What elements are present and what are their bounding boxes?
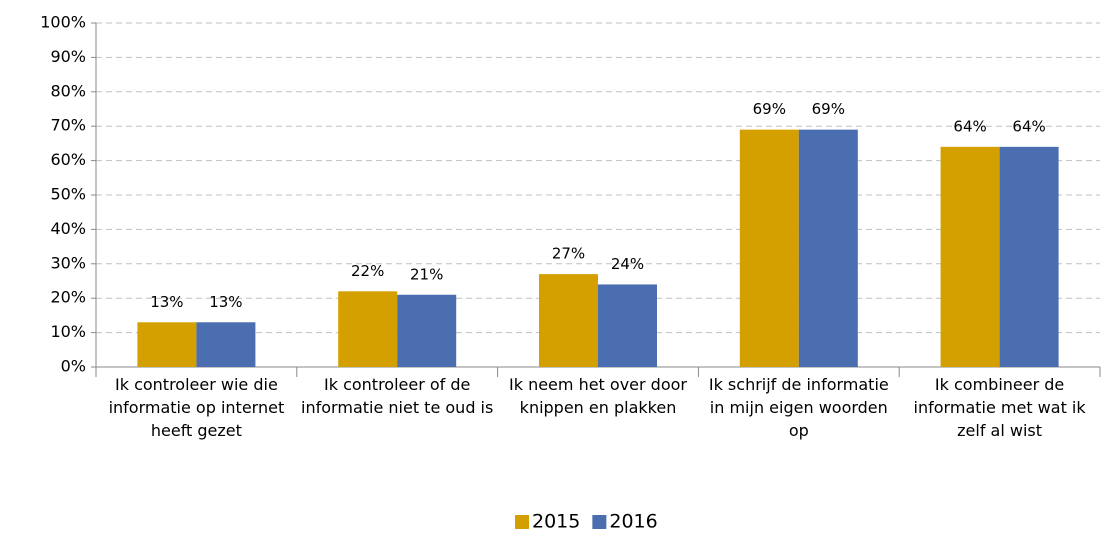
x-tick-label: Ik neem het over door knippen en plakken xyxy=(509,375,687,417)
bar xyxy=(196,322,256,367)
y-tick-label: 70% xyxy=(50,116,86,135)
y-tick-label: 90% xyxy=(50,47,86,66)
legend-swatch xyxy=(515,515,529,529)
value-label: 69% xyxy=(753,100,786,118)
value-label: 13% xyxy=(209,293,242,311)
y-tick-label: 50% xyxy=(50,185,86,204)
y-tick-label: 0% xyxy=(61,357,86,376)
x-tick-label: Ik combineer de informatie met wat ik zelf… xyxy=(914,375,1087,440)
bar xyxy=(739,129,799,367)
value-label: 69% xyxy=(812,100,845,118)
legend-label: 2016 xyxy=(609,511,657,533)
value-label: 13% xyxy=(150,293,183,311)
x-tick-label: Ik controleer wie die informatie op inter… xyxy=(109,375,285,440)
value-label: 21% xyxy=(410,265,443,283)
bar xyxy=(397,294,457,367)
y-tick-label: 10% xyxy=(50,322,86,341)
y-tick-label: 100% xyxy=(40,13,86,32)
y-tick-label: 20% xyxy=(50,288,86,307)
legend-label: 2015 xyxy=(532,511,580,533)
legend-swatch xyxy=(592,515,607,529)
bar xyxy=(798,129,858,367)
bar xyxy=(999,146,1059,367)
y-tick-label: 60% xyxy=(50,150,86,169)
value-label: 22% xyxy=(351,262,384,280)
bar xyxy=(539,274,598,367)
value-label: 64% xyxy=(1012,117,1045,135)
value-label: 27% xyxy=(552,245,585,263)
bar xyxy=(137,322,197,367)
y-tick-label: 30% xyxy=(50,253,86,272)
bar xyxy=(338,291,398,367)
bar xyxy=(598,284,657,367)
bar xyxy=(940,146,1000,367)
x-tick-label: Ik controleer of de informatie niet te ou… xyxy=(301,375,493,417)
value-label: 24% xyxy=(611,255,644,273)
y-tick-label: 40% xyxy=(50,219,86,238)
value-label: 64% xyxy=(953,117,986,135)
y-tick-label: 80% xyxy=(50,81,86,100)
x-tick-label: Ik schrijf de informatie in mijn eigen wo… xyxy=(709,375,889,440)
